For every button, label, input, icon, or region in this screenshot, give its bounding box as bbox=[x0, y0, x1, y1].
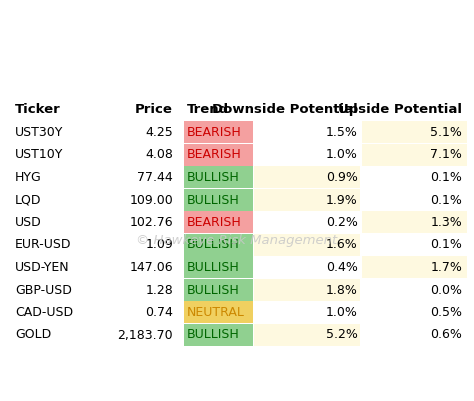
Bar bbox=[184, 144, 253, 166]
Text: 0.4%: 0.4% bbox=[326, 261, 358, 274]
Bar bbox=[184, 188, 253, 211]
Text: BULLISH: BULLISH bbox=[187, 239, 240, 251]
Text: 1.8%: 1.8% bbox=[326, 284, 358, 296]
Text: 1.5%: 1.5% bbox=[326, 126, 358, 139]
Text: BULLISH: BULLISH bbox=[187, 194, 240, 207]
Text: Trend: Trend bbox=[187, 103, 229, 116]
Text: 0.1%: 0.1% bbox=[430, 194, 462, 207]
Bar bbox=[184, 121, 253, 143]
Text: © Hawkeye Risk Management: © Hawkeye Risk Management bbox=[137, 234, 337, 247]
Text: 1.28: 1.28 bbox=[145, 284, 173, 296]
Text: Ticker: Ticker bbox=[15, 103, 61, 116]
Text: 1.0%: 1.0% bbox=[326, 148, 358, 162]
Text: 1.3%: 1.3% bbox=[430, 216, 462, 229]
Bar bbox=[184, 256, 253, 278]
Bar bbox=[184, 233, 253, 255]
Bar bbox=[362, 211, 467, 233]
Text: BULLISH: BULLISH bbox=[187, 171, 240, 184]
Bar bbox=[254, 324, 360, 346]
Text: 77.44: 77.44 bbox=[137, 171, 173, 184]
Text: HYG: HYG bbox=[15, 171, 42, 184]
Text: 0.6%: 0.6% bbox=[430, 328, 462, 342]
Text: EUR-USD: EUR-USD bbox=[15, 239, 72, 251]
Text: LQD: LQD bbox=[15, 194, 42, 207]
Bar bbox=[184, 211, 253, 233]
Text: Price: Price bbox=[135, 103, 173, 116]
Text: 0.9%: 0.9% bbox=[326, 171, 358, 184]
Text: GOLD: GOLD bbox=[15, 328, 51, 342]
Text: 4.25: 4.25 bbox=[145, 126, 173, 139]
Text: 1.7%: 1.7% bbox=[430, 261, 462, 274]
Bar bbox=[184, 324, 253, 346]
Text: CAD-USD: CAD-USD bbox=[15, 306, 73, 319]
Text: 0.0%: 0.0% bbox=[430, 284, 462, 296]
Bar bbox=[362, 121, 467, 143]
Text: BEARISH: BEARISH bbox=[187, 148, 242, 162]
Text: 0.2%: 0.2% bbox=[326, 216, 358, 229]
Text: 109.00: 109.00 bbox=[129, 194, 173, 207]
Text: BULLISH: BULLISH bbox=[187, 328, 240, 342]
Bar bbox=[254, 279, 360, 301]
Bar bbox=[362, 144, 467, 166]
Text: USD-YEN: USD-YEN bbox=[15, 261, 70, 274]
Text: 0.1%: 0.1% bbox=[430, 171, 462, 184]
Text: NEUTRAL: NEUTRAL bbox=[187, 306, 245, 319]
Text: Upside Potential: Upside Potential bbox=[338, 103, 462, 116]
Text: 1.0%: 1.0% bbox=[326, 306, 358, 319]
Text: 5.2%: 5.2% bbox=[326, 328, 358, 342]
Bar bbox=[184, 301, 253, 323]
Bar bbox=[254, 188, 360, 211]
Text: 5.1%: 5.1% bbox=[430, 126, 462, 139]
Text: 1.6%: 1.6% bbox=[326, 239, 358, 251]
Text: Downside Potential: Downside Potential bbox=[212, 103, 358, 116]
Text: 147.06: 147.06 bbox=[129, 261, 173, 274]
Bar bbox=[254, 166, 360, 188]
Text: BULLISH: BULLISH bbox=[187, 261, 240, 274]
Text: 4.08: 4.08 bbox=[145, 148, 173, 162]
Text: 7.1%: 7.1% bbox=[430, 148, 462, 162]
Text: 102.76: 102.76 bbox=[129, 216, 173, 229]
Bar bbox=[362, 256, 467, 278]
Text: BULLISH: BULLISH bbox=[187, 284, 240, 296]
Text: BEARISH: BEARISH bbox=[187, 126, 242, 139]
Text: UST30Y: UST30Y bbox=[15, 126, 64, 139]
Bar bbox=[184, 166, 253, 188]
Text: 0.1%: 0.1% bbox=[430, 239, 462, 251]
Bar bbox=[184, 279, 253, 301]
Text: 0.5%: 0.5% bbox=[430, 306, 462, 319]
Text: 1.9%: 1.9% bbox=[326, 194, 358, 207]
Text: BEARISH: BEARISH bbox=[187, 216, 242, 229]
Text: 2,183.70: 2,183.70 bbox=[118, 328, 173, 342]
Text: 0.74: 0.74 bbox=[145, 306, 173, 319]
Text: GBP-USD: GBP-USD bbox=[15, 284, 72, 296]
Text: UST10Y: UST10Y bbox=[15, 148, 64, 162]
Text: 1.09: 1.09 bbox=[145, 239, 173, 251]
Text: USD: USD bbox=[15, 216, 42, 229]
Bar bbox=[254, 233, 360, 255]
